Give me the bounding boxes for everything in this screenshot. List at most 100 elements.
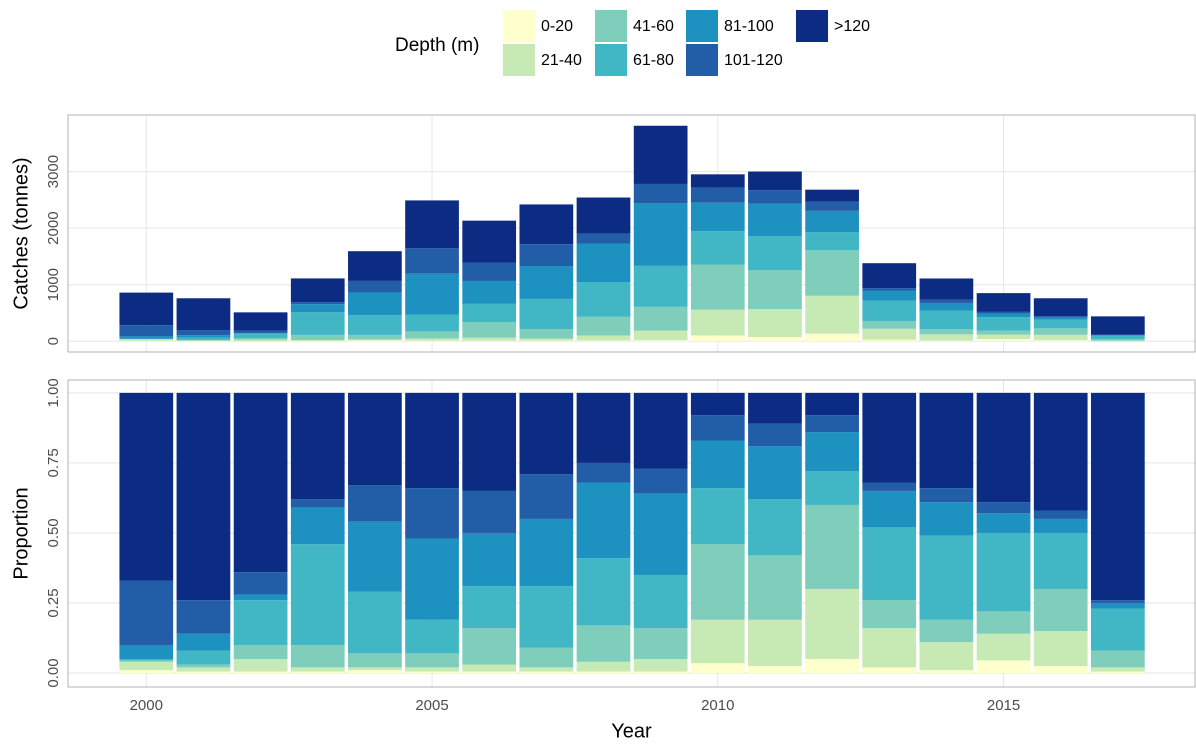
legend-title: Depth (m) [395, 35, 479, 56]
bar-segment [348, 280, 402, 293]
bar-segment [405, 273, 459, 315]
bar-segment [976, 502, 1031, 514]
bar-segment [405, 619, 459, 654]
bar-segment [176, 392, 231, 601]
bar-segment [576, 462, 631, 483]
bar-segment [919, 340, 974, 342]
bar-segment [348, 292, 402, 316]
bar-segment [462, 340, 517, 342]
bar-segment [348, 485, 402, 522]
bar-segment [633, 183, 688, 204]
bar-segment [405, 653, 459, 668]
bar-segment [690, 415, 745, 441]
bar-segment [348, 392, 402, 486]
bar-segment [119, 336, 174, 339]
bar-segment [1033, 298, 1088, 317]
bar-segment [633, 392, 688, 469]
bar-segment [405, 200, 459, 249]
bar-segment [633, 628, 688, 659]
bar-segment [119, 325, 174, 337]
bar-segment [405, 392, 459, 489]
bar-segment [1090, 600, 1145, 603]
bar-segment [976, 392, 1031, 503]
bar-segment [519, 474, 574, 519]
bar-segment [405, 667, 459, 672]
bar-segment [176, 330, 231, 336]
bar-segment [233, 594, 288, 601]
bar-segment [805, 201, 859, 211]
bar-segment [748, 190, 802, 204]
bar-segment [462, 490, 517, 533]
bar-segment [348, 521, 402, 592]
y-tick-label: 0.25 [45, 588, 62, 617]
bar-segment [805, 295, 859, 334]
bar-segment [633, 493, 688, 575]
bar-segment [976, 611, 1031, 634]
bar-segment [119, 670, 174, 673]
bar-segment [805, 392, 859, 416]
bar-segment [976, 513, 1031, 533]
bar-segment [1033, 532, 1088, 589]
bar-segment [348, 339, 402, 341]
bar-segment [690, 309, 745, 336]
bar-segment [290, 302, 345, 305]
bar-segment [176, 650, 231, 665]
bar-segment [633, 468, 688, 494]
bar-segment [1033, 510, 1088, 519]
bar-segment [576, 335, 631, 341]
legend-key [595, 44, 627, 76]
bar-segment [405, 488, 459, 539]
y-tick-label: 1000 [45, 268, 62, 301]
bar-segment [862, 490, 917, 528]
bar-segment [462, 303, 517, 322]
bar-segment [576, 197, 631, 234]
bar-segment [405, 671, 459, 673]
bar-segment [862, 482, 917, 491]
bar-segment [119, 644, 174, 659]
bar-segment [862, 600, 917, 629]
bar-segment [290, 334, 345, 340]
bar-segment [176, 337, 231, 340]
legend-key [686, 44, 718, 76]
bar-segment [862, 392, 917, 483]
bar-segment [576, 316, 631, 336]
bar-segment [1033, 392, 1088, 511]
bar-segment [1033, 319, 1088, 329]
legend-key [686, 10, 718, 42]
bar-segment [176, 335, 231, 338]
bar-segment [919, 670, 974, 673]
bar-segment [233, 338, 288, 340]
bar-segment [462, 337, 517, 341]
bar-segment [290, 339, 345, 341]
legend-label: 41-60 [633, 18, 674, 35]
bar-segment [690, 619, 745, 664]
bar-segment [1090, 339, 1145, 341]
bar-segment [862, 288, 917, 291]
x-tick-label: 2015 [987, 697, 1020, 714]
bar-segment [748, 309, 802, 338]
bar-segment [462, 628, 517, 665]
panel-border [67, 379, 1196, 688]
bar-segment [976, 313, 1031, 318]
bar-segment [862, 527, 917, 601]
x-tick-label: 2000 [130, 697, 163, 714]
bar-segment [290, 312, 345, 335]
bar-segment [576, 392, 631, 463]
bar-segment [1090, 335, 1145, 340]
bar-segment [862, 263, 917, 289]
bar-segment [690, 392, 745, 416]
bar-segment [976, 660, 1031, 673]
bar-segment [119, 340, 174, 342]
bar-segment [862, 290, 917, 301]
bar-segment [348, 653, 402, 668]
bar-segment [119, 292, 174, 326]
bar-segment [519, 586, 574, 648]
bar-segment [290, 304, 345, 313]
bar-segment [348, 340, 402, 342]
bar-segment [405, 538, 459, 620]
legend-label: 101-120 [724, 52, 783, 69]
bar-segment [633, 306, 688, 331]
y-tick-label: 1.00 [45, 378, 62, 407]
bar-segment [976, 532, 1031, 612]
bar-segment [748, 337, 802, 342]
